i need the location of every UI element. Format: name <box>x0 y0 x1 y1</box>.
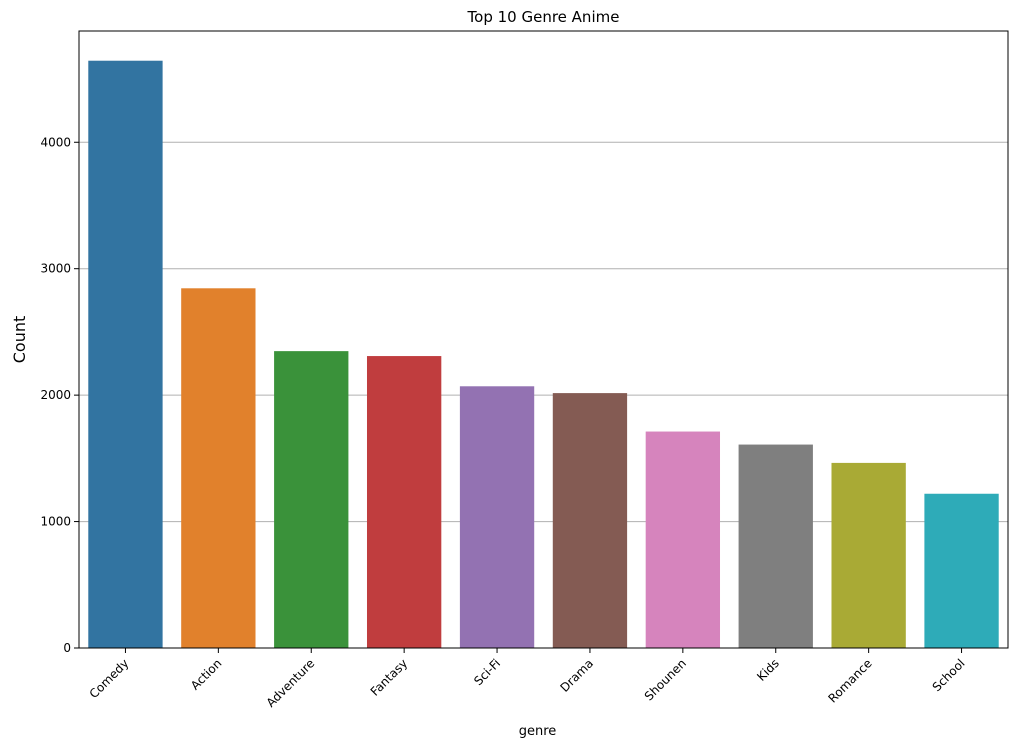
y-axis-ticks: 0 1000 2000 3000 4000 <box>40 135 79 655</box>
chart-title: Top 10 Genre Anime <box>467 8 620 26</box>
y-tick-label: 2000 <box>40 388 71 402</box>
bar-sci-fi <box>459 386 535 648</box>
bar-adventure <box>274 351 349 648</box>
y-tick-label: 0 <box>63 641 71 655</box>
bars <box>88 60 999 648</box>
bar-action <box>181 288 256 648</box>
bar-comedy <box>88 60 163 648</box>
bar-school <box>924 493 999 648</box>
bar-kids <box>738 444 813 648</box>
bar-shounen <box>645 431 721 648</box>
plot-frame <box>78 30 1009 649</box>
bar-drama <box>552 393 628 648</box>
bar-fantasy <box>366 356 442 648</box>
x-axis-label: genre <box>519 724 557 739</box>
y-tick-label: 4000 <box>40 135 71 149</box>
bar-romance <box>831 462 906 648</box>
y-tick-label: 3000 <box>40 262 71 276</box>
y-axis-label: Count <box>10 316 29 364</box>
y-tick-label: 1000 <box>40 515 71 529</box>
